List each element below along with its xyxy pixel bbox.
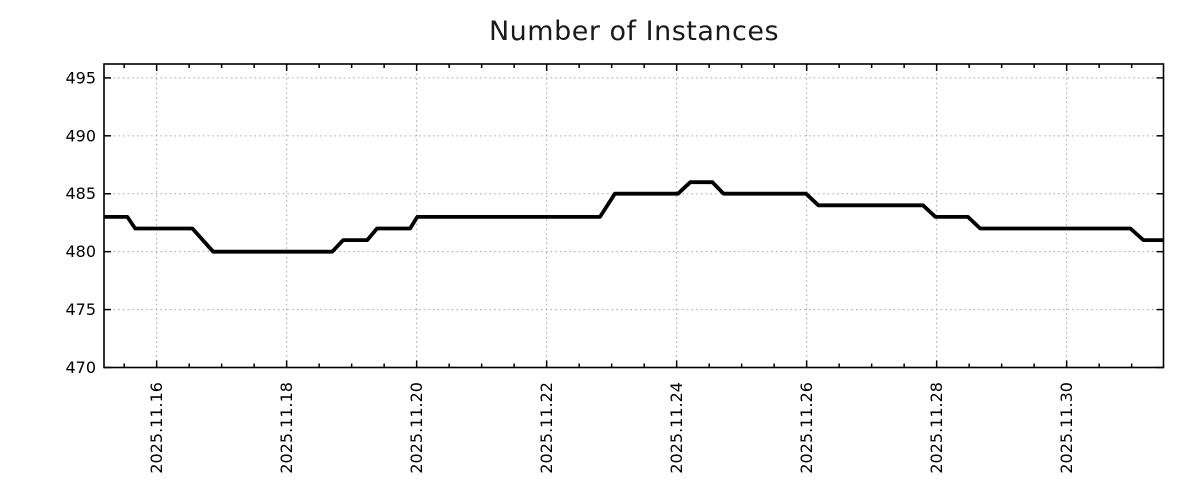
x-tick-label: 2025.11.18: [277, 382, 296, 474]
x-tick-label: 2025.11.22: [537, 382, 556, 474]
x-tick-label: 2025.11.24: [667, 382, 686, 474]
y-tick-label: 475: [65, 300, 96, 319]
chart-title: Number of Instances: [488, 16, 780, 47]
x-tick-label: 2025.11.26: [797, 382, 816, 474]
y-tick-label: 490: [65, 126, 96, 145]
x-tick-label: 2025.11.30: [1057, 382, 1076, 474]
y-tick-label: 495: [65, 68, 96, 87]
y-tick-label: 470: [65, 358, 96, 377]
x-tick-label: 2025.11.20: [407, 382, 426, 474]
x-tick-label: 2025.11.28: [927, 382, 946, 474]
plot-frame: [103, 63, 1165, 369]
x-tick-label: 2025.11.16: [147, 382, 166, 474]
y-tick-label: 485: [65, 184, 96, 203]
data-line-instances: [104, 180, 1164, 254]
y-tick-label: 480: [65, 242, 96, 261]
